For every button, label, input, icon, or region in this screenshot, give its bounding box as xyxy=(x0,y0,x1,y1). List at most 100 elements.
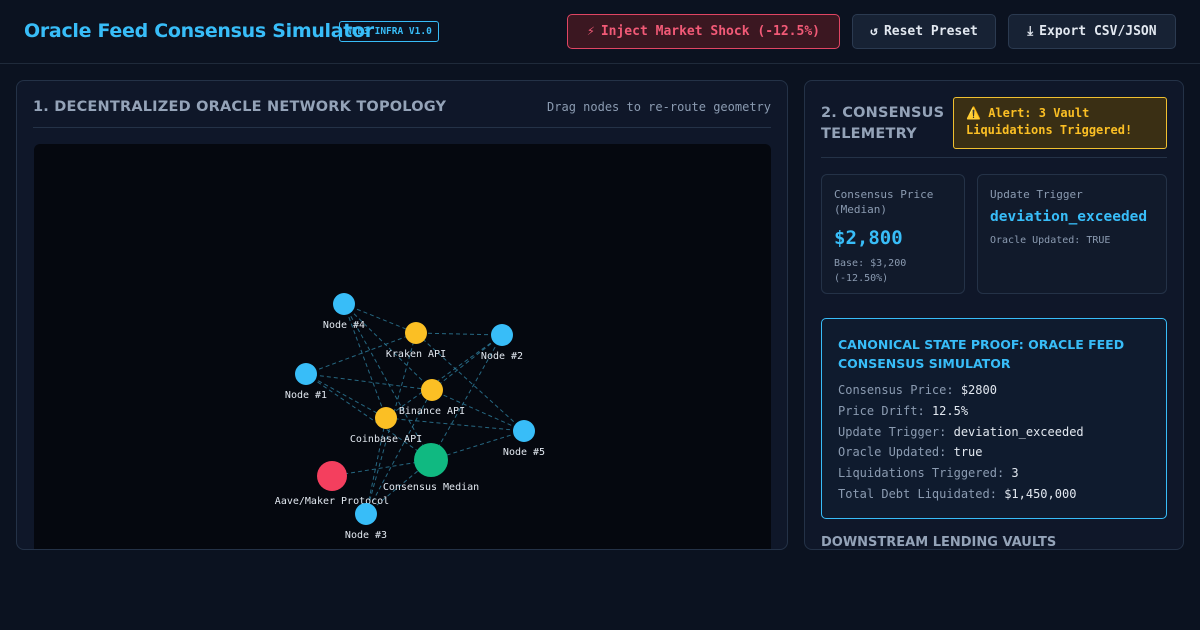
topology-graph[interactable]: Node #4 Kraken API Node #2 Node #1 Binance A… xyxy=(34,144,771,550)
graph-node-aave[interactable]: Aave/Maker Protocol xyxy=(275,461,389,507)
proof-value: deviation_exceeded xyxy=(953,424,1084,439)
proof-value: true xyxy=(953,445,983,460)
proof-key: Liquidations Triggered: xyxy=(838,466,1005,481)
proof-value: $1,450,000 xyxy=(1004,486,1077,501)
proof-row: Liquidations Triggered: 3 xyxy=(838,463,1150,484)
proof-value: 12.5% xyxy=(931,403,969,418)
graph-node-label: Binance API xyxy=(399,406,465,417)
proof-row: Consensus Price: $2800 xyxy=(838,380,1150,401)
proof-row: Price Drift: 12.5% xyxy=(838,401,1150,422)
graph-node-label: Aave/Maker Protocol xyxy=(275,496,389,507)
topology-divider xyxy=(33,127,771,128)
graph-node-label: Node #2 xyxy=(481,351,523,362)
topology-edge xyxy=(415,332,525,432)
topology-edge xyxy=(343,303,417,334)
update-trigger-card: Update Trigger deviation_exceeded Oracle… xyxy=(977,174,1167,294)
topology-edge xyxy=(305,373,432,461)
telemetry-title: 2. CONSENSUS TELEMETRY xyxy=(821,105,945,142)
proof-row: Oracle Updated: true xyxy=(838,442,1150,463)
version-badge: WEB3 INFRA V1.0 xyxy=(339,21,439,42)
reset-icon: ↺ xyxy=(870,24,878,39)
proof-row: Update Trigger: deviation_exceeded xyxy=(838,422,1150,443)
graph-node-circle[interactable] xyxy=(355,503,377,525)
proof-key: Price Drift: xyxy=(838,403,925,418)
drag-hint: Drag nodes to re-route geometry xyxy=(547,100,771,114)
graph-node-label: Node #5 xyxy=(503,447,545,458)
alert-text: Alert: 3 Vault Liquidations Triggered! xyxy=(966,106,1133,137)
graph-node-node2[interactable]: Node #2 xyxy=(481,324,523,362)
consensus-price-label: Consensus Price (Median) xyxy=(834,188,934,216)
app-title: Oracle Feed Consensus Simulator xyxy=(24,20,374,42)
graph-node-circle[interactable] xyxy=(295,363,317,385)
app-header: Oracle Feed Consensus Simulator WEB3 INF… xyxy=(0,0,1200,64)
graph-node-circle[interactable] xyxy=(317,461,347,491)
topology-edge xyxy=(431,389,525,432)
consensus-price-value: $2,800 xyxy=(834,227,903,249)
topology-edge xyxy=(305,373,387,419)
telemetry-panel: 2. CONSENSUS TELEMETRY ⚠️ Alert: 3 Vault… xyxy=(804,80,1184,550)
consensus-price-card: Consensus Price (Median) $2,800 Base: $3… xyxy=(821,174,965,294)
graph-node-coinbase[interactable]: Coinbase API xyxy=(350,407,422,445)
update-trigger-value: deviation_exceeded xyxy=(990,209,1148,225)
graph-node-median[interactable]: Consensus Median xyxy=(383,443,479,493)
topology-edge xyxy=(305,373,433,391)
graph-node-circle[interactable] xyxy=(375,407,397,429)
lightning-icon: ⚡ xyxy=(587,24,595,39)
graph-node-circle[interactable] xyxy=(421,379,443,401)
warning-icon: ⚠️ xyxy=(966,106,981,120)
reset-preset-button[interactable]: ↺ Reset Preset xyxy=(852,14,996,49)
graph-node-node1[interactable]: Node #1 xyxy=(285,363,327,401)
base-price-text: Base: $3,200 (-12.50%) xyxy=(834,258,907,284)
download-icon: ⤓ xyxy=(1027,24,1034,39)
graph-node-circle[interactable] xyxy=(414,443,448,477)
topology-edge xyxy=(343,303,433,391)
reset-preset-label: Reset Preset xyxy=(883,24,978,39)
topology-edge xyxy=(385,417,525,432)
inject-shock-button[interactable]: ⚡ Inject Market Shock (-12.5%) xyxy=(567,14,840,49)
state-proof-title: CANONICAL STATE PROOF: ORACLE FEED CONSE… xyxy=(838,337,1125,371)
topology-edge xyxy=(415,332,503,336)
topology-edge xyxy=(365,389,433,515)
update-trigger-label: Update Trigger xyxy=(990,188,1083,201)
graph-node-label: Consensus Median xyxy=(383,482,479,493)
inject-shock-label: Inject Market Shock (-12.5%) xyxy=(600,24,820,39)
topology-edge xyxy=(431,334,503,391)
export-button[interactable]: ⤓ Export CSV/JSON xyxy=(1008,14,1176,49)
topology-edge xyxy=(385,334,503,419)
graph-node-node5[interactable]: Node #5 xyxy=(503,420,545,458)
liquidation-alert: ⚠️ Alert: 3 Vault Liquidations Triggered… xyxy=(953,97,1167,149)
graph-node-label: Node #4 xyxy=(323,320,365,331)
graph-node-node4[interactable]: Node #4 xyxy=(323,293,365,331)
topology-edge xyxy=(305,332,417,375)
telemetry-divider xyxy=(821,157,1167,158)
proof-value: $2800 xyxy=(960,383,997,397)
graph-node-label: Kraken API xyxy=(386,349,446,360)
graph-node-label: Node #1 xyxy=(285,390,327,401)
state-proof-box: CANONICAL STATE PROOF: ORACLE FEED CONSE… xyxy=(821,318,1167,519)
graph-node-kraken[interactable]: Kraken API xyxy=(386,322,446,360)
proof-key: Total Debt Liquidated: xyxy=(838,486,997,501)
graph-node-label: Coinbase API xyxy=(350,434,422,445)
graph-node-circle[interactable] xyxy=(405,322,427,344)
graph-node-circle[interactable] xyxy=(513,420,535,442)
proof-value: 3 xyxy=(1011,466,1019,481)
graph-node-circle[interactable] xyxy=(333,293,355,315)
topology-edge xyxy=(365,417,387,515)
graph-node-node3[interactable]: Node #3 xyxy=(345,503,387,541)
proof-row: Total Debt Liquidated: $1,450,000 xyxy=(838,484,1150,505)
topology-canvas[interactable]: Node #4 Kraken API Node #2 Node #1 Binance A… xyxy=(34,144,771,550)
topology-edge xyxy=(343,303,387,419)
graph-node-binance[interactable]: Binance API xyxy=(399,379,465,417)
topology-panel: 1. DECENTRALIZED ORACLE NETWORK TOPOLOGY… xyxy=(16,80,788,550)
oracle-updated-text: Oracle Updated: TRUE xyxy=(990,235,1111,246)
proof-key: Oracle Updated: xyxy=(838,445,947,460)
graph-node-circle[interactable] xyxy=(491,324,513,346)
topology-edge xyxy=(343,303,432,461)
graph-node-label: Node #3 xyxy=(345,530,387,541)
topology-title: 1. DECENTRALIZED ORACLE NETWORK TOPOLOGY xyxy=(33,99,447,115)
vaults-section-title: DOWNSTREAM LENDING VAULTS xyxy=(821,535,1057,550)
proof-key: Consensus Price: xyxy=(838,383,954,397)
topology-edge xyxy=(430,334,503,461)
topology-edge xyxy=(430,430,525,461)
export-label: Export CSV/JSON xyxy=(1039,24,1157,39)
